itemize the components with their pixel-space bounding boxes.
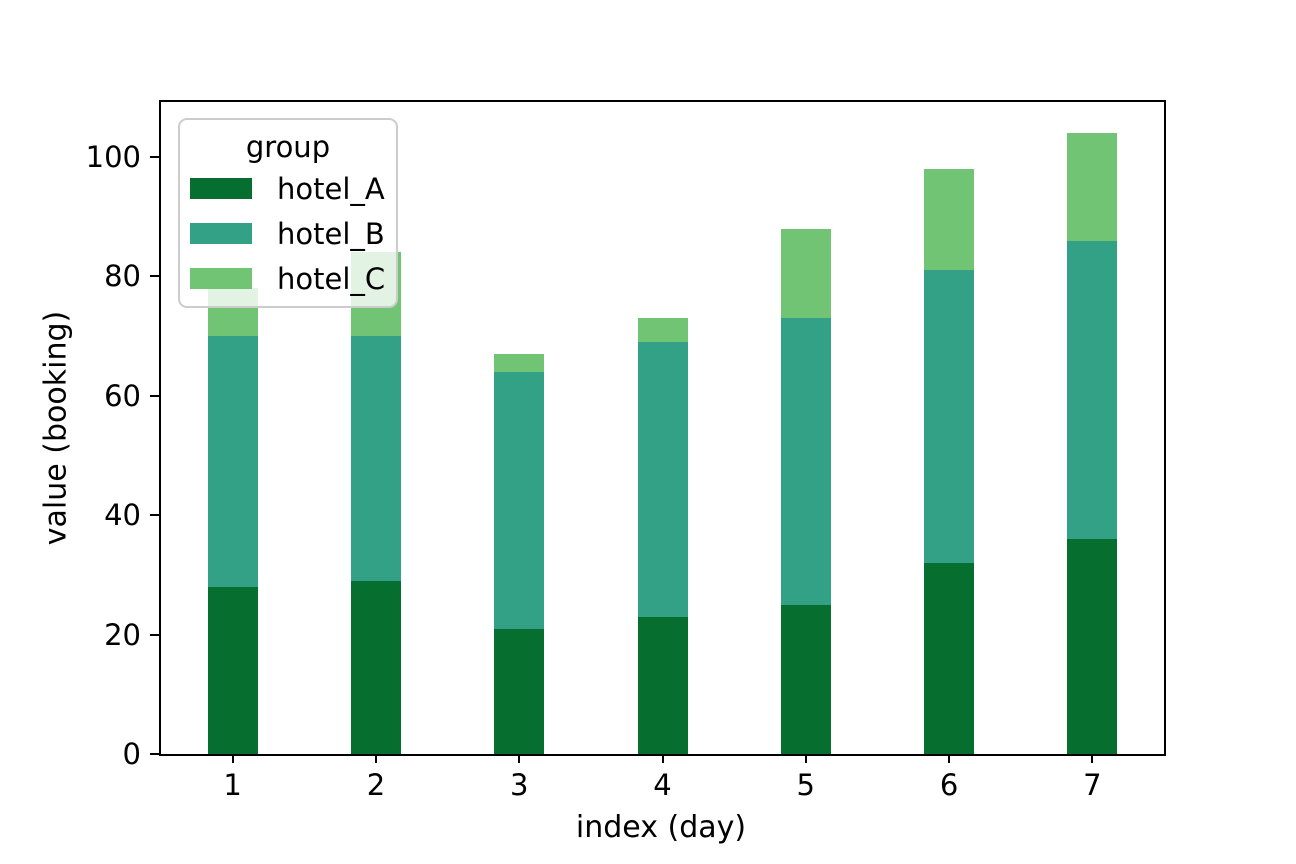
- bar-4-hotel_A: [637, 616, 688, 754]
- bar-4-hotel_C: [637, 318, 688, 342]
- bar-3-hotel_C: [494, 353, 545, 372]
- x-tick-mark-1: [231, 754, 234, 763]
- x-tick-label-7: 7: [1083, 768, 1102, 802]
- x-tick-label-3: 3: [509, 768, 529, 802]
- x-tick-mark-4: [661, 754, 664, 763]
- x-tick-label-4: 4: [653, 768, 672, 802]
- legend-item-hotel_B: hotel_B: [180, 211, 396, 256]
- bar-3-hotel_B: [494, 371, 545, 629]
- legend: group hotel_A hotel_B hotel_C: [178, 118, 398, 308]
- y-tick-mark-100: [150, 155, 159, 158]
- bar-7-hotel_A: [1067, 539, 1118, 754]
- x-tick-label-1: 1: [223, 768, 242, 802]
- y-tick-mark-20: [150, 633, 159, 636]
- y-tick-label-40: 40: [104, 498, 141, 533]
- y-tick-label-100: 100: [85, 139, 141, 174]
- y-tick-label-80: 80: [104, 259, 141, 294]
- bar-1-hotel_A: [207, 586, 258, 754]
- x-tick-label-6: 6: [939, 768, 959, 802]
- x-tick-mark-2: [374, 754, 377, 763]
- bar-6-hotel_B: [924, 270, 975, 563]
- y-tick-mark-0: [150, 753, 159, 755]
- legend-label-hotel_A: hotel_A: [277, 171, 385, 206]
- x-tick-mark-3: [518, 754, 521, 763]
- x-tick-mark-7: [1091, 754, 1094, 763]
- bar-5-hotel_C: [780, 228, 831, 319]
- legend-item-hotel_A: hotel_A: [180, 166, 396, 211]
- x-axis-label: index (day): [575, 810, 747, 845]
- x-tick-mark-6: [948, 754, 951, 763]
- legend-swatch-hotel_B: [190, 223, 252, 244]
- y-tick-label-20: 20: [104, 617, 141, 652]
- x-tick-label-2: 2: [366, 768, 386, 802]
- legend-label-hotel_B: hotel_B: [277, 216, 385, 251]
- bar-2-hotel_A: [350, 580, 401, 754]
- x-tick-mark-5: [804, 754, 807, 763]
- bar-6-hotel_A: [924, 562, 975, 754]
- bar-1-hotel_B: [207, 336, 258, 587]
- legend-rows: hotel_A hotel_B hotel_C: [180, 166, 396, 301]
- legend-item-hotel_C: hotel_C: [180, 256, 396, 301]
- bar-6-hotel_C: [924, 168, 975, 271]
- bar-2-hotel_B: [350, 336, 401, 581]
- bar-5-hotel_B: [780, 318, 831, 605]
- y-tick-label-60: 60: [104, 378, 141, 413]
- bar-4-hotel_B: [637, 342, 688, 617]
- y-axis-label: value (booking): [38, 310, 74, 546]
- legend-swatch-hotel_C: [190, 268, 252, 289]
- legend-swatch-hotel_A: [190, 178, 252, 199]
- bar-7-hotel_B: [1067, 240, 1118, 540]
- legend-label-hotel_C: hotel_C: [277, 261, 386, 296]
- legend-title: group: [245, 130, 331, 164]
- y-tick-label-0: 0: [122, 737, 141, 771]
- bar-3-hotel_A: [494, 628, 545, 754]
- y-tick-mark-80: [150, 275, 159, 278]
- y-tick-mark-60: [150, 394, 159, 397]
- y-tick-mark-40: [150, 514, 159, 517]
- x-tick-label-5: 5: [796, 768, 815, 802]
- bar-7-hotel_C: [1067, 133, 1118, 241]
- bar-5-hotel_A: [780, 604, 831, 754]
